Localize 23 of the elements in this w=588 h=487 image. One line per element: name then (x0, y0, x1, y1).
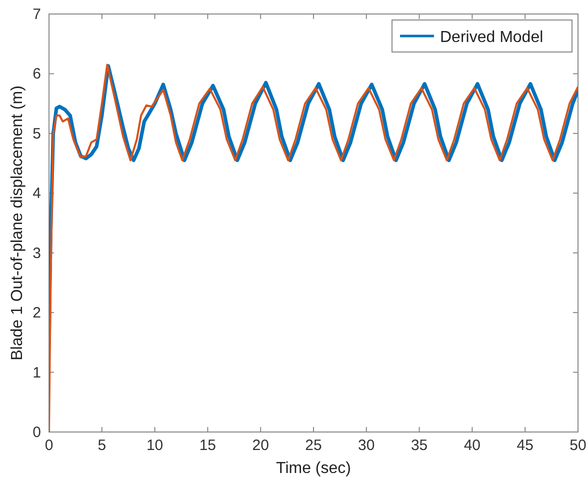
y-tick-label: 4 (32, 185, 41, 202)
y-tick-label: 3 (32, 244, 41, 262)
x-axis-title: Time (sec) (276, 460, 351, 477)
y-tick-label: 2 (32, 304, 41, 322)
x-tick-label: 0 (44, 437, 54, 454)
y-tick-label: 5 (32, 125, 41, 142)
x-tick-label: 50 (570, 437, 586, 454)
legend-label: Derived Model (440, 29, 544, 46)
x-tick-label: 5 (98, 437, 106, 454)
y-tick-label: 1 (32, 364, 41, 382)
y-tick-label: 6 (32, 66, 41, 83)
x-tick-label: 30 (358, 437, 375, 454)
x-tick-label: 45 (516, 437, 534, 454)
x-tick-label: 40 (464, 437, 481, 454)
y-tick-label: 7 (32, 6, 41, 23)
x-tick-label: 15 (199, 437, 216, 454)
x-tick-label: 35 (410, 437, 428, 454)
x-tick-label: 10 (146, 437, 164, 454)
line-series (49, 64, 578, 433)
x-tick-label: 20 (252, 437, 269, 454)
y-axis-title: Blade 1 Out-of-plane displacement (m) (9, 86, 26, 360)
y-tick-label: 0 (32, 424, 41, 441)
x-tick-label: 25 (305, 437, 322, 454)
